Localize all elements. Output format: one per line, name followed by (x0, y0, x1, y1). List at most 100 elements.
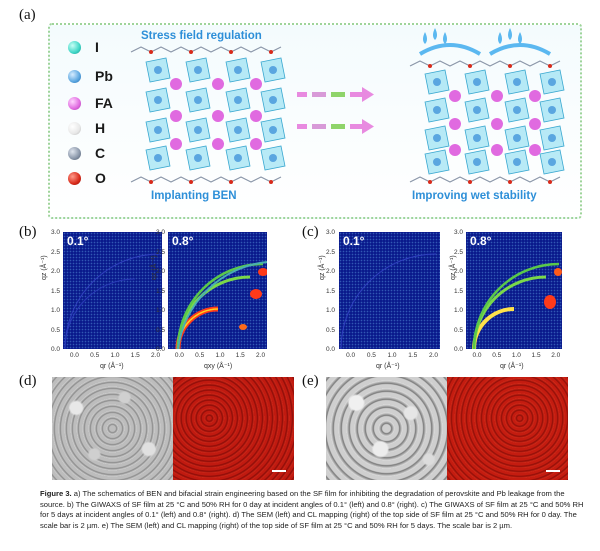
legend-label: C (95, 145, 106, 161)
x-tick-label: 0.5 (90, 352, 100, 359)
y-tick-label: 1.5 (51, 287, 61, 295)
y-tick-label: 3.0 (51, 229, 61, 236)
y-tick-label: 1.0 (326, 307, 336, 314)
x-tick-label: 2.0 (428, 352, 438, 359)
x-tick-label: 0.0 (69, 352, 79, 359)
figure-caption: Figure 3. a) The schematics of BEN and b… (40, 489, 585, 531)
y-tick-label: 2.5 (326, 248, 336, 256)
x-tick-label: 0.0 (346, 352, 356, 359)
giwaxs-rings (175, 261, 267, 349)
x-axis-label-c-right: qr (Å⁻¹) (500, 363, 524, 370)
legend-item-c: C (68, 145, 105, 161)
x-tick-label: 1.0 (511, 352, 521, 359)
x-tick-label: 2.0 (151, 352, 161, 359)
hydrogen-ball-icon (68, 121, 81, 135)
x-tick-label: 2.0 (256, 352, 266, 359)
y-axis-label-c: qz (Å⁻¹) (319, 255, 326, 280)
y-tick-label: 2.0 (326, 268, 336, 275)
y-axis-label-b-right: qz (Å⁻¹) (151, 255, 158, 280)
x-tick-label: 0.5 (492, 352, 502, 359)
y-tick-label: 1.0 (51, 307, 61, 314)
legend-label: Pb (95, 68, 113, 84)
x-tick-label: 0.0 (174, 352, 184, 359)
y-tick-label: 0.0 (51, 346, 61, 353)
fa-ball-icon (68, 96, 81, 110)
legend-label: FA (95, 95, 113, 111)
y-tick-label: 1.5 (156, 287, 166, 295)
scale-bar (272, 470, 286, 472)
y-tick-label: 3.0 (156, 229, 166, 236)
transition-arrows (297, 87, 374, 134)
y-tick-label: 1.0 (156, 307, 166, 314)
y-tick-label: 2.5 (156, 248, 166, 256)
angle-label: 0.1° (67, 234, 89, 248)
y-tick-label: 0.0 (326, 346, 336, 353)
x-tick-label: 0.5 (195, 352, 205, 359)
legend-item-i: I (68, 39, 99, 55)
panel-label-d: (d) (19, 373, 37, 389)
y-tick-label: 3.0 (454, 229, 464, 236)
x-tick-label: 1.0 (110, 352, 120, 359)
panel-label-a: (a) (19, 7, 36, 23)
angle-label: 0.1° (343, 234, 365, 248)
y-tick-label: 0.5 (326, 326, 336, 334)
x-tick-label: 0.0 (472, 352, 482, 359)
legend-item-fa: FA (68, 95, 113, 111)
x-tick-label: 1.5 (531, 352, 541, 359)
panel-label-b: (b) (19, 224, 37, 240)
angle-label: 0.8° (470, 234, 492, 248)
legend-label: I (95, 39, 99, 55)
y-tick-label: 0.5 (51, 326, 61, 334)
caption-lead: Figure 3. (40, 489, 72, 498)
y-tick-label: 1.5 (454, 287, 464, 295)
angle-label: 0.8° (172, 234, 194, 248)
scale-bar (546, 470, 560, 472)
x-tick-label: 1.5 (130, 352, 140, 359)
caption-text: a) The schematics of BEN and bifacial st… (40, 489, 584, 530)
x-tick-label: 2.0 (551, 352, 561, 359)
x-tick-label: 1.0 (215, 352, 225, 359)
y-tick-label: 0.0 (454, 346, 464, 353)
panel-label-e: (e) (302, 373, 319, 389)
x-axis-label-c: qr (Å⁻¹) (376, 363, 400, 370)
sem-image-e (326, 377, 447, 480)
giwaxs-plot-c-right: 0.8° (466, 232, 562, 349)
cl-map-e (447, 377, 568, 480)
giwaxs-rings (64, 253, 161, 349)
oxygen-ball-icon (68, 171, 81, 185)
cl-map-d (173, 377, 294, 480)
y-tick-label: 1.5 (326, 287, 336, 295)
legend-item-h: H (68, 120, 105, 136)
title-implanting-ben: Implanting BEN (151, 190, 237, 202)
y-axis-label-c-right: qz (Å⁻¹) (450, 255, 457, 280)
arrow-icon (297, 87, 374, 102)
y-tick-label: 2.5 (51, 248, 61, 256)
y-tick-label: 0.5 (156, 326, 166, 334)
panel-label-c: (c) (302, 224, 319, 240)
x-tick-label: 0.5 (366, 352, 376, 359)
iodine-ball-icon (68, 40, 81, 54)
x-tick-label: 1.0 (387, 352, 397, 359)
x-axis-label-b-right: qxy (Å⁻¹) (204, 363, 233, 370)
perovskite-structure-left (130, 46, 286, 184)
sem-image-d (52, 377, 173, 480)
y-tick-label: 1.0 (454, 307, 464, 314)
water-drops-icon (418, 28, 552, 56)
y-tick-label: 2.0 (156, 268, 166, 275)
y-axis-label-b: qz (Å⁻¹) (41, 255, 48, 280)
x-tick-label: 1.5 (235, 352, 245, 359)
legend-item-pb: Pb (68, 68, 113, 84)
y-tick-label: 2.0 (454, 268, 464, 275)
giwaxs-plot-b-right: 0.8° (168, 232, 267, 349)
giwaxs-plot-b-left: 0.1° (63, 232, 162, 349)
y-tick-label: 0.0 (156, 346, 166, 353)
legend-label: O (95, 170, 106, 186)
title-wet-stability: Improving wet stability (412, 190, 537, 202)
carbon-ball-icon (68, 146, 81, 160)
giwaxs-rings (472, 262, 562, 349)
giwaxs-rings (340, 253, 437, 349)
y-tick-label: 2.0 (51, 268, 61, 275)
x-axis-label-b: qr (Å⁻¹) (100, 363, 124, 370)
y-tick-label: 3.0 (326, 229, 336, 236)
y-tick-label: 0.5 (454, 326, 464, 334)
